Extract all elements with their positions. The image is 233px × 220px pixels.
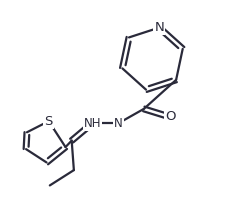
- Text: N: N: [114, 117, 123, 130]
- Text: NH: NH: [84, 117, 101, 130]
- Text: O: O: [165, 110, 175, 123]
- Text: S: S: [45, 115, 53, 128]
- Text: N: N: [154, 21, 164, 34]
